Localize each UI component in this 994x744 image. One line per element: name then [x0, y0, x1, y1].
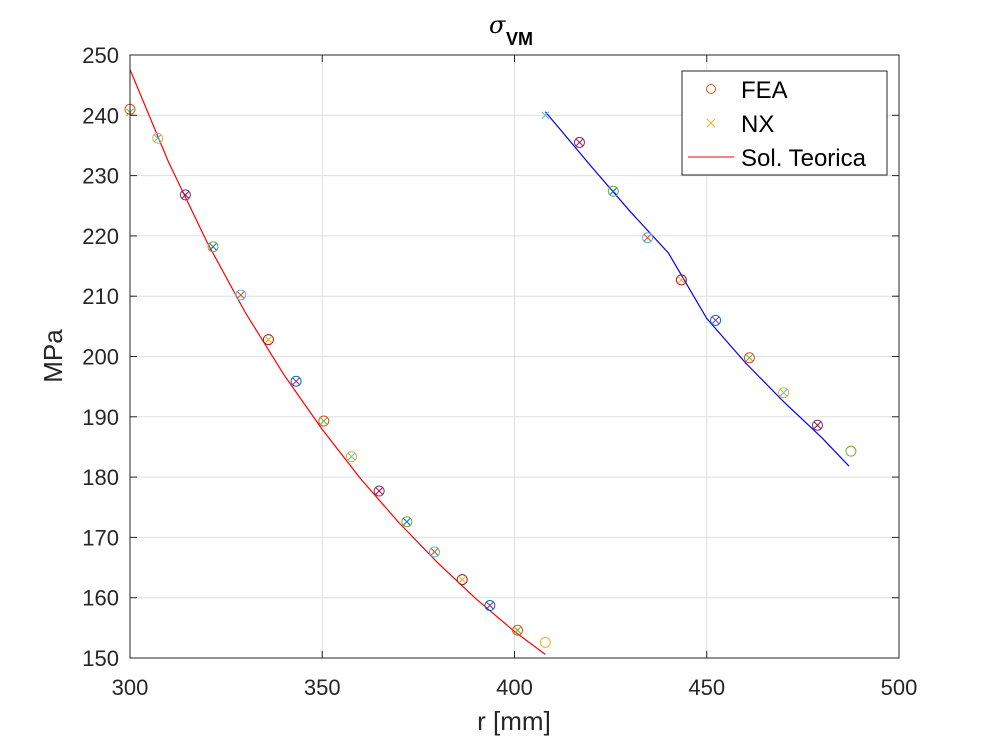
legend-box	[681, 70, 888, 176]
nx-point	[779, 388, 788, 397]
nx-point	[458, 575, 467, 584]
y-tick-label: 250	[82, 43, 119, 68]
fea-point	[484, 600, 496, 612]
nx-point	[541, 111, 550, 120]
x-tick-labels: 300 350 400 450 500	[112, 675, 918, 700]
fea-point	[318, 415, 330, 427]
fea-point	[778, 387, 790, 399]
nx-point	[813, 421, 822, 430]
y-tick-label: 180	[82, 465, 119, 490]
fea-point	[642, 232, 654, 244]
fea-point	[207, 241, 219, 253]
fea-point	[456, 574, 468, 586]
fea-point	[675, 274, 687, 286]
nx-point	[236, 291, 245, 299]
fea-point	[539, 636, 551, 648]
ticks	[129, 54, 900, 659]
y-tick-label: 150	[82, 646, 119, 671]
fea-point	[512, 624, 524, 636]
chart-title: σ	[489, 11, 506, 39]
nx-point	[609, 187, 618, 196]
fea-point	[845, 445, 857, 457]
fea-point	[235, 289, 247, 301]
y-tick-label: 230	[82, 164, 119, 189]
fea-point	[290, 375, 302, 387]
nx-point	[319, 417, 328, 425]
legend-label-sol-teorica: Sol. Teorica	[741, 145, 867, 172]
nx-point	[264, 335, 273, 344]
nx-point	[513, 626, 522, 635]
nx-point	[375, 487, 384, 495]
legend-label-fea: FEA	[741, 77, 788, 104]
y-tick-label: 190	[82, 405, 119, 430]
nx-point	[347, 452, 356, 461]
fea-point	[152, 132, 164, 144]
fea-point	[429, 546, 441, 558]
y-tick-label: 200	[82, 345, 119, 370]
nx-point	[643, 233, 652, 242]
nx-point	[209, 242, 217, 251]
nx-point	[575, 138, 584, 147]
fea-point	[743, 352, 755, 364]
curves-layer	[129, 69, 850, 655]
y-tick-label: 220	[82, 224, 119, 249]
nx-point	[486, 601, 494, 610]
x-tick-label: 350	[304, 675, 341, 700]
y-tick-label: 210	[82, 284, 119, 309]
fea-point	[401, 516, 413, 528]
nx-point	[181, 191, 190, 199]
nx-point	[402, 517, 411, 526]
nx-point	[745, 353, 754, 362]
y-axis-label: MPa	[38, 329, 68, 383]
legend-marker-fea	[706, 84, 716, 94]
fea-point	[373, 485, 385, 497]
y-tick-labels: 150 160 170 180 190 200 210 220 230 240 250	[82, 43, 119, 671]
nx-point	[677, 276, 686, 284]
x-axis-label: r [mm]	[477, 706, 551, 736]
fea-point	[345, 451, 357, 463]
legend-marker-nx	[706, 118, 716, 128]
y-tick-label: 240	[82, 103, 119, 128]
fea-point	[710, 314, 722, 326]
y-tick-label: 170	[82, 525, 119, 550]
x-tick-label: 300	[112, 675, 149, 700]
nx-point	[711, 316, 720, 325]
x-tick-label: 500	[881, 675, 918, 700]
fea-point	[607, 185, 619, 197]
fea-point	[573, 136, 585, 148]
x-tick-label: 400	[496, 675, 533, 700]
sol-teorica-curve-outer	[544, 111, 850, 467]
nx-point	[430, 548, 439, 556]
fea-point	[262, 334, 274, 346]
legend-label-nx: NX	[741, 111, 774, 138]
markers-layer	[124, 103, 857, 648]
y-tick-label: 160	[82, 586, 119, 611]
sol-teorica-curve	[129, 69, 546, 655]
fea-point	[811, 419, 823, 431]
legend: FEA NX Sol. Teorica	[681, 70, 888, 176]
nx-point	[292, 377, 300, 386]
grid	[130, 55, 899, 658]
fea-point	[179, 189, 191, 201]
nx-point	[153, 134, 162, 143]
chart-title-subscript: VM	[506, 29, 533, 49]
x-tick-label: 450	[688, 675, 725, 700]
